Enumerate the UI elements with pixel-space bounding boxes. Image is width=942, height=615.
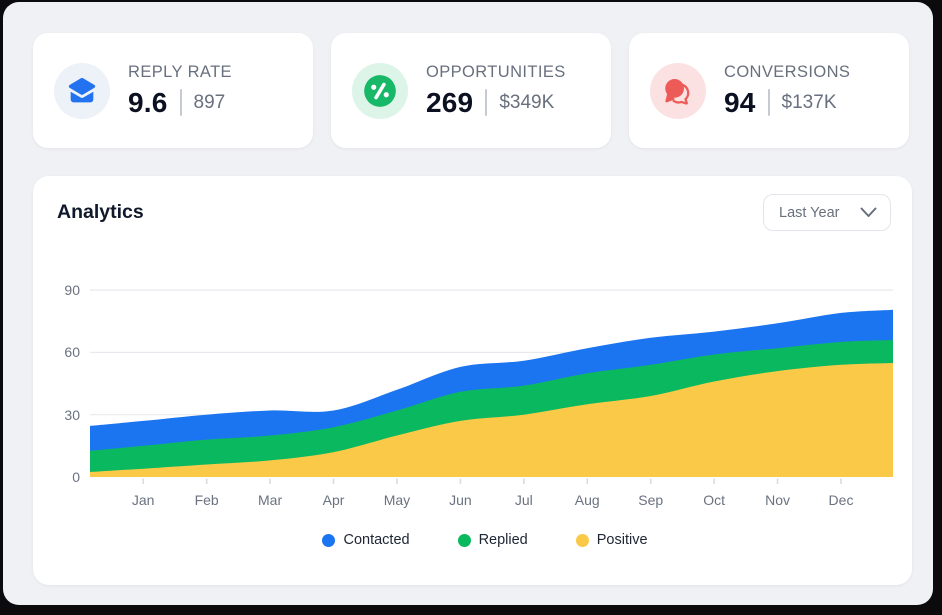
stat-card-conversions: CONVERSIONS 94 $137K [629,33,909,148]
stat-label: CONVERSIONS [724,62,851,81]
legend-dot [322,533,336,547]
area-series-positive [90,363,893,477]
time-range-value: Last Year [779,204,840,221]
y-axis: 0 30 60 90 [57,267,90,485]
x-axis-label: Aug [574,492,600,508]
stat-label: REPLY RATE [128,62,232,81]
time-range-select[interactable]: Last Year [763,194,891,231]
x-axis-label: Apr [322,492,345,508]
x-axis-label: Jul [514,492,533,508]
mail-icon [54,62,110,119]
x-axis-label: Mar [258,492,283,508]
analytics-card: Analytics Last Year 0 30 60 90 Jan Feb Mar Apr… [33,176,912,585]
stat-divider [485,89,488,116]
stat-divider [179,89,182,116]
x-axis-label: Jun [449,492,472,508]
chat-icon [650,62,706,119]
y-axis-label: 30 [64,406,80,423]
stat-value: 9.6 [128,86,168,118]
percent-icon [352,62,408,119]
x-axis-label: Sep [638,492,664,508]
stat-label: OPPORTUNITIES [426,62,566,81]
app-background: REPLY RATE 9.6 897 [3,2,933,605]
legend-label: Replied [478,532,528,548]
page-title: Analytics [57,201,144,223]
stat-value: 269 [426,86,474,118]
stats-row: REPLY RATE 9.6 897 [33,33,909,148]
x-axis-label: Feb [194,492,219,508]
chart-legend: Contacted Replied Positive [77,532,893,548]
x-axis-label: Dec [828,492,854,508]
stat-divider [767,89,770,116]
stat-card-opportunities: OPPORTUNITIES 269 $349K [331,33,611,148]
legend-item-replied[interactable]: Replied [457,532,528,548]
stacked-area-chart: 0 30 60 90 Jan Feb Mar Apr May Jun Jul Aug Sep Oct No… [57,267,893,548]
x-axis-label: May [383,492,411,508]
legend-item-positive[interactable]: Positive [575,532,648,548]
y-axis-label: 60 [64,344,80,361]
legend-label: Contacted [343,532,410,548]
chart-plot-area [90,289,893,484]
stat-secondary-value: 897 [193,91,226,113]
legend-label: Positive [596,532,648,548]
chevron-down-icon [860,207,877,217]
x-axis-label: Nov [765,492,791,508]
stat-secondary-value: $349K [499,91,555,113]
x-axis-label: Jan [131,492,155,508]
stat-value: 94 [724,86,756,118]
stat-card-reply-rate: REPLY RATE 9.6 897 [33,33,313,148]
y-axis-label: 90 [64,282,80,299]
y-axis-label: 0 [72,469,80,485]
legend-item-contacted[interactable]: Contacted [322,532,410,548]
x-axis-label: Oct [703,492,726,508]
legend-dot [575,533,589,547]
x-axis: Jan Feb Mar Apr May Jun Jul Aug Sep Oct Nov Dec [90,492,893,510]
legend-dot [457,533,471,547]
stat-secondary-value: $137K [781,91,837,113]
